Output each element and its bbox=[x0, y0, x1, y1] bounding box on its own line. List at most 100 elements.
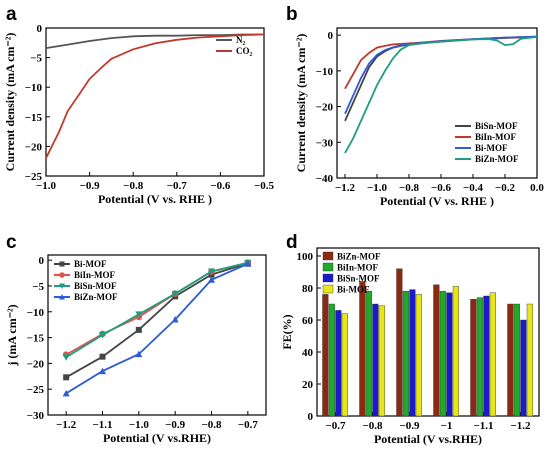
legend-label: Bi-MOF bbox=[74, 259, 107, 269]
y-axis-label: FE(%) bbox=[280, 314, 294, 349]
legend-marker bbox=[59, 283, 65, 289]
series-line-bimof bbox=[344, 35, 538, 115]
panel-label: c bbox=[6, 232, 17, 253]
bar bbox=[470, 299, 477, 417]
x-tick-label: −0.6 bbox=[210, 180, 231, 192]
x-axis-label: Potential (V vs.RHE) bbox=[374, 432, 482, 446]
panel-label: b bbox=[286, 4, 298, 25]
data-point bbox=[135, 311, 143, 318]
x-tick-label: −1.0 bbox=[367, 182, 388, 194]
x-tick-label: −0.7 bbox=[167, 180, 188, 192]
x-tick-label: −0.4 bbox=[463, 182, 484, 194]
bar bbox=[476, 297, 483, 417]
data-point bbox=[208, 268, 215, 276]
bar bbox=[372, 303, 379, 417]
y-axis-label: Current density (mA cm⁻²) bbox=[3, 33, 17, 172]
bar bbox=[402, 291, 409, 417]
series-line-bimof bbox=[65, 262, 249, 379]
data-point bbox=[135, 326, 142, 333]
bar bbox=[322, 294, 329, 417]
y-tick-label: 0 bbox=[39, 255, 45, 267]
x-tick-label: −0.9 bbox=[165, 419, 186, 431]
x-axis-label: Potential (V vs. RHE ) bbox=[98, 192, 212, 206]
x-tick-label: −0.6 bbox=[431, 182, 452, 194]
plot-frame bbox=[47, 254, 267, 416]
legend-marker bbox=[59, 294, 65, 300]
data-point bbox=[62, 354, 70, 361]
x-tick-label: −1.2 bbox=[335, 182, 356, 194]
x-axis-label: Potential (V vs. RHE ) bbox=[380, 194, 494, 208]
legend-swatch bbox=[322, 273, 334, 283]
x-tick-label: −0.9 bbox=[80, 180, 101, 192]
y-tick-label: 0 bbox=[37, 23, 43, 35]
x-tick-label: −0.8 bbox=[362, 420, 383, 432]
bar bbox=[359, 281, 366, 417]
x-tick-label: −1 bbox=[441, 420, 453, 432]
legend-label: BiIn-MOF bbox=[74, 270, 116, 280]
y-tick-label: −10 bbox=[316, 66, 334, 78]
legend-label: BiSn-MOF bbox=[337, 274, 380, 284]
y-tick-label: 0 bbox=[328, 30, 334, 42]
legend-label: BiIn-MOF bbox=[475, 132, 517, 142]
plot-frame bbox=[316, 247, 540, 417]
bar bbox=[520, 319, 527, 417]
x-tick-label: 0.0 bbox=[530, 182, 544, 194]
y-tick-label: −20 bbox=[25, 141, 43, 153]
legend-label: BiSn-MOF bbox=[74, 281, 117, 291]
y-tick-label: −15 bbox=[27, 333, 45, 345]
legend-label: CO₂ bbox=[236, 46, 253, 56]
bar bbox=[446, 292, 453, 417]
bar bbox=[415, 294, 422, 417]
x-tick-label: −0.2 bbox=[495, 182, 516, 194]
x-tick-label: −0.8 bbox=[399, 182, 420, 194]
legend-label: N₂ bbox=[236, 35, 245, 45]
series-line-n bbox=[45, 33, 264, 49]
x-tick-label: −0.7 bbox=[238, 419, 259, 431]
data-point bbox=[99, 353, 106, 360]
y-tick-label: −25 bbox=[27, 384, 45, 396]
legend-label: Bi-MOF bbox=[475, 143, 508, 153]
x-tick-label: −0.8 bbox=[123, 180, 144, 192]
bar bbox=[452, 286, 459, 417]
plot-frame bbox=[336, 27, 538, 179]
y-tick-label: −30 bbox=[27, 410, 45, 422]
bar bbox=[335, 310, 342, 417]
x-tick-label: −0.5 bbox=[254, 180, 275, 192]
y-tick-label: 40 bbox=[302, 347, 314, 359]
y-tick-label: −15 bbox=[25, 112, 43, 124]
legend-label: BiZn-MOF bbox=[337, 252, 381, 262]
x-axis-label: Potential (V vs.RHE) bbox=[103, 431, 211, 445]
data-point bbox=[63, 374, 70, 381]
data-point bbox=[99, 367, 106, 375]
x-tick-label: −0.8 bbox=[201, 419, 222, 431]
series-line-biznmof bbox=[344, 36, 538, 154]
y-tick-label: 20 bbox=[302, 379, 314, 391]
bar bbox=[433, 284, 440, 417]
bar bbox=[365, 291, 372, 417]
y-tick-label: 100 bbox=[297, 251, 314, 263]
legend-label: BiSn-MOF bbox=[475, 121, 518, 131]
legend-label: BiZn-MOF bbox=[74, 292, 118, 302]
legend-label: Bi-MOF bbox=[337, 285, 370, 295]
y-tick-label: −5 bbox=[32, 281, 44, 293]
panel-label: d bbox=[286, 232, 298, 253]
bar bbox=[513, 303, 520, 417]
y-tick-label: −40 bbox=[316, 173, 334, 185]
bar bbox=[439, 291, 446, 417]
x-tick-label: −1.0 bbox=[36, 180, 57, 192]
y-tick-label: −5 bbox=[30, 53, 42, 65]
x-tick-label: −1.0 bbox=[129, 419, 150, 431]
bar bbox=[396, 268, 403, 417]
bar bbox=[378, 305, 385, 417]
bar bbox=[341, 313, 348, 417]
bar bbox=[409, 289, 416, 417]
y-tick-label: 80 bbox=[302, 283, 314, 295]
legend-label: BiIn-MOF bbox=[337, 263, 379, 273]
y-axis-label: Current density (mA cm⁻²) bbox=[294, 34, 308, 173]
legend-swatch bbox=[322, 262, 334, 272]
legend-swatch bbox=[322, 284, 334, 294]
bar bbox=[526, 303, 533, 417]
y-tick-label: −25 bbox=[25, 171, 43, 183]
y-tick-label: −30 bbox=[316, 137, 334, 149]
x-tick-label: −1.2 bbox=[56, 419, 77, 431]
